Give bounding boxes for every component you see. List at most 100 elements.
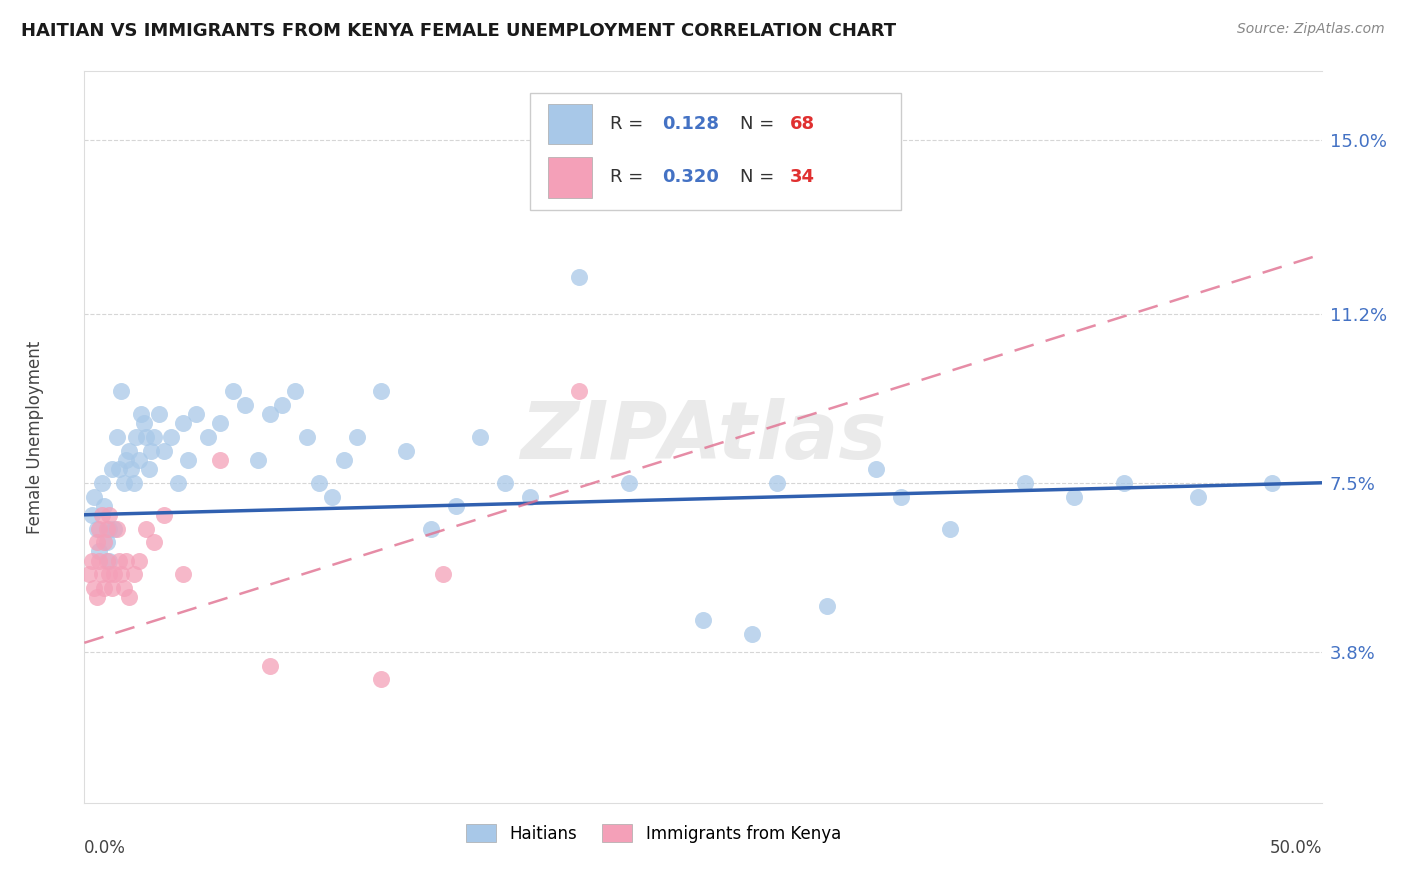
Text: ZIPAtlas: ZIPAtlas — [520, 398, 886, 476]
FancyBboxPatch shape — [530, 94, 901, 211]
Point — [105, 430, 128, 444]
Point — [259, 407, 281, 421]
Point — [103, 567, 125, 582]
Text: 0.0%: 0.0% — [84, 839, 127, 857]
Point — [222, 384, 245, 399]
Text: 0.128: 0.128 — [662, 115, 720, 133]
Point — [112, 475, 135, 490]
Point — [98, 553, 121, 567]
Point — [160, 430, 183, 444]
Point — [519, 490, 541, 504]
Point — [470, 430, 492, 444]
Point — [346, 430, 368, 444]
Text: Female Unemployment: Female Unemployment — [25, 341, 44, 533]
Point — [432, 567, 454, 582]
Point — [103, 521, 125, 535]
Point — [128, 453, 150, 467]
Point — [96, 535, 118, 549]
Point — [89, 544, 111, 558]
Point — [110, 384, 132, 399]
Point — [128, 553, 150, 567]
Point — [98, 508, 121, 522]
Point — [98, 521, 121, 535]
Point — [115, 553, 138, 567]
Point — [1112, 475, 1135, 490]
Point — [118, 443, 141, 458]
Point — [766, 475, 789, 490]
Point — [108, 553, 131, 567]
Point — [90, 508, 112, 522]
Text: 68: 68 — [790, 115, 814, 133]
Point — [135, 430, 157, 444]
Point — [83, 581, 105, 595]
Point — [80, 508, 103, 522]
Point — [617, 475, 640, 490]
Point — [142, 535, 165, 549]
Point — [89, 521, 111, 535]
Text: R =: R = — [610, 115, 650, 133]
Legend: Haitians, Immigrants from Kenya: Haitians, Immigrants from Kenya — [460, 818, 848, 849]
Point — [333, 453, 356, 467]
Point — [112, 581, 135, 595]
Point — [1014, 475, 1036, 490]
Point — [284, 384, 307, 399]
Point — [142, 430, 165, 444]
Point — [308, 475, 330, 490]
Point — [209, 417, 232, 431]
Point — [321, 490, 343, 504]
Point — [167, 475, 190, 490]
Point — [494, 475, 516, 490]
Point — [100, 581, 122, 595]
Point — [108, 462, 131, 476]
Text: 34: 34 — [790, 169, 814, 186]
FancyBboxPatch shape — [548, 157, 592, 197]
Point — [125, 430, 148, 444]
Point — [568, 270, 591, 285]
Point — [271, 398, 294, 412]
Point — [79, 567, 101, 582]
Point — [115, 453, 138, 467]
Point — [110, 567, 132, 582]
Point — [865, 462, 887, 476]
Point — [233, 398, 256, 412]
Point — [172, 567, 194, 582]
Point — [122, 475, 145, 490]
Point — [172, 417, 194, 431]
Point — [939, 521, 962, 535]
Point — [98, 567, 121, 582]
Point — [177, 453, 200, 467]
Text: R =: R = — [610, 169, 650, 186]
Point — [90, 567, 112, 582]
Point — [370, 673, 392, 687]
Point — [105, 521, 128, 535]
Point — [86, 535, 108, 549]
Point — [135, 521, 157, 535]
Point — [152, 508, 174, 522]
Text: N =: N = — [740, 169, 780, 186]
Point — [93, 581, 115, 595]
Point — [568, 384, 591, 399]
Point — [370, 384, 392, 399]
Text: N =: N = — [740, 115, 780, 133]
Point — [122, 567, 145, 582]
Point — [90, 475, 112, 490]
Point — [246, 453, 269, 467]
Point — [1261, 475, 1284, 490]
Point — [152, 443, 174, 458]
FancyBboxPatch shape — [548, 103, 592, 145]
Text: 0.320: 0.320 — [662, 169, 718, 186]
Point — [96, 553, 118, 567]
Point — [197, 430, 219, 444]
Point — [96, 521, 118, 535]
Point — [890, 490, 912, 504]
Point — [259, 658, 281, 673]
Point — [141, 443, 163, 458]
Point — [419, 521, 441, 535]
Point — [86, 590, 108, 604]
Point — [692, 613, 714, 627]
Point — [148, 407, 170, 421]
Point — [815, 599, 838, 614]
Text: HAITIAN VS IMMIGRANTS FROM KENYA FEMALE UNEMPLOYMENT CORRELATION CHART: HAITIAN VS IMMIGRANTS FROM KENYA FEMALE … — [21, 22, 896, 40]
Point — [118, 590, 141, 604]
Point — [80, 553, 103, 567]
